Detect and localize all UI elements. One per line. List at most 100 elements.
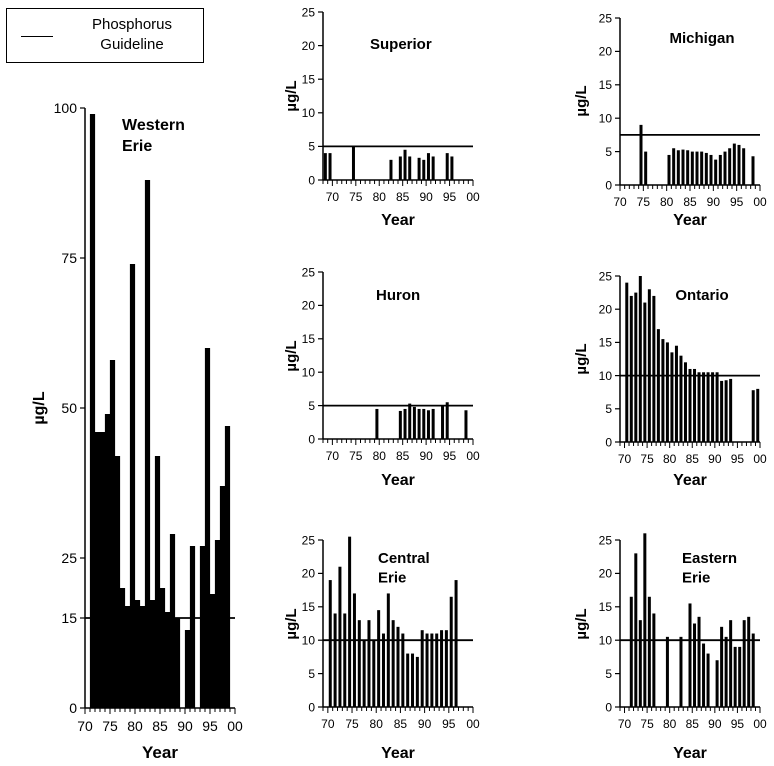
bar-eastern-erie-19: [742, 620, 746, 707]
bar-eastern-erie-4: [647, 596, 651, 707]
bar-central-erie-11: [381, 633, 385, 707]
x-tick-label: 85: [152, 718, 168, 734]
bar-western-erie-6: [119, 588, 126, 708]
x-tick-label: 00: [466, 717, 480, 731]
bar-western-erie-15: [164, 612, 171, 708]
x-tick-label: 80: [660, 195, 674, 209]
x-tick-label: 70: [77, 718, 93, 734]
bar-central-erie-23: [440, 630, 444, 707]
bar-ontario-13: [683, 362, 687, 442]
bar-central-erie-26: [454, 580, 458, 707]
bar-ontario-1: [629, 295, 633, 442]
bar-central-erie-17: [411, 653, 415, 707]
bar-central-erie-7: [362, 640, 366, 707]
y-tick-label: 25: [599, 269, 613, 283]
bar-western-erie-2: [99, 432, 106, 708]
x-tick-label: 85: [396, 190, 410, 204]
legend: Phosphorus Guideline: [6, 8, 204, 63]
bar-michigan-16: [732, 143, 736, 185]
x-tick-label: 85: [686, 452, 700, 466]
bar-michigan-8: [695, 151, 699, 185]
bar-central-erie-14: [396, 626, 400, 707]
x-axis-label-ontario: Year: [673, 472, 707, 489]
bar-ontario-8: [661, 339, 665, 442]
bar-michigan-0: [639, 124, 643, 185]
bar-western-erie-19: [189, 546, 196, 708]
x-tick-label: 00: [227, 718, 243, 734]
x-tick-label: 00: [466, 449, 480, 463]
bar-central-erie-12: [386, 593, 390, 707]
x-tick-label: 00: [466, 190, 480, 204]
bar-central-erie-5: [352, 593, 356, 707]
y-tick-label: 15: [61, 610, 77, 626]
bar-ontario-5: [647, 289, 651, 442]
bar-eastern-erie-7: [679, 636, 683, 707]
y-tick-label: 15: [302, 600, 316, 614]
bar-ontario-9: [665, 342, 669, 442]
x-tick-label: 75: [345, 717, 359, 731]
bar-michigan-14: [723, 151, 727, 185]
bar-eastern-erie-10: [697, 616, 701, 707]
legend-guideline-swatch: [21, 36, 53, 37]
bar-central-erie-22: [435, 633, 439, 707]
bar-central-erie-6: [357, 620, 361, 707]
bar-eastern-erie-12: [706, 653, 710, 707]
bar-central-erie-25: [449, 596, 453, 707]
bar-central-erie-1: [333, 613, 337, 707]
x-tick-label: 95: [731, 717, 745, 731]
bar-western-erie-4: [109, 360, 116, 708]
y-tick-label: 15: [302, 332, 316, 346]
panel-title-huron: Huron: [376, 287, 420, 304]
x-tick-label: 80: [127, 718, 143, 734]
y-axis-label-huron: µg/L: [283, 340, 300, 371]
bar-western-erie-12: [149, 600, 156, 708]
y-tick-label: 0: [308, 173, 315, 187]
bar-superior-2: [351, 146, 355, 180]
bar-superior-4: [398, 156, 402, 180]
legend-label-line1: Phosphorus: [91, 16, 173, 33]
bar-huron-3: [408, 403, 412, 439]
x-tick-label: 70: [618, 452, 632, 466]
y-tick-label: 10: [302, 106, 316, 120]
y-tick-label: 25: [61, 550, 77, 566]
bar-michigan-9: [700, 151, 704, 185]
bar-superior-9: [426, 153, 430, 180]
bar-ontario-10: [670, 352, 674, 442]
x-tick-label: 95: [442, 717, 456, 731]
y-axis-label-central-erie: µg/L: [283, 608, 300, 639]
x-axis-label-western-erie: Year: [142, 743, 178, 762]
legend-label-line2: Guideline: [100, 36, 164, 53]
bar-western-erie-18: [184, 630, 191, 708]
x-tick-label: 90: [707, 195, 721, 209]
bar-ontario-25: [756, 388, 760, 442]
bar-eastern-erie-20: [747, 616, 751, 707]
x-tick-label: 90: [708, 717, 722, 731]
y-tick-label: 5: [308, 667, 315, 681]
bar-eastern-erie-13: [715, 660, 719, 707]
y-tick-label: 25: [302, 533, 316, 547]
bar-ontario-7: [656, 329, 660, 442]
bar-ontario-24: [751, 390, 755, 442]
bar-ontario-23: [729, 378, 733, 442]
x-tick-label: 90: [418, 717, 432, 731]
bar-huron-4: [412, 406, 416, 439]
x-tick-label: 75: [640, 452, 654, 466]
bar-central-erie-0: [328, 580, 332, 707]
bar-eastern-erie-9: [693, 623, 697, 707]
bar-central-erie-13: [391, 620, 395, 707]
x-axis-label-central-erie: Year: [381, 745, 415, 762]
y-tick-label: 5: [605, 145, 612, 159]
bar-ontario-11: [674, 345, 678, 442]
bar-michigan-5: [681, 149, 685, 185]
bar-western-erie-16: [169, 534, 176, 708]
bar-superior-0: [323, 153, 327, 180]
x-tick-label: 90: [419, 449, 433, 463]
y-tick-label: 15: [302, 73, 316, 87]
y-tick-label: 25: [599, 533, 613, 547]
bar-central-erie-20: [425, 633, 429, 707]
bar-eastern-erie-18: [738, 646, 742, 707]
y-tick-label: 10: [302, 634, 316, 648]
panel-title-michigan: Michigan: [669, 30, 734, 47]
x-tick-label: 75: [640, 717, 654, 731]
